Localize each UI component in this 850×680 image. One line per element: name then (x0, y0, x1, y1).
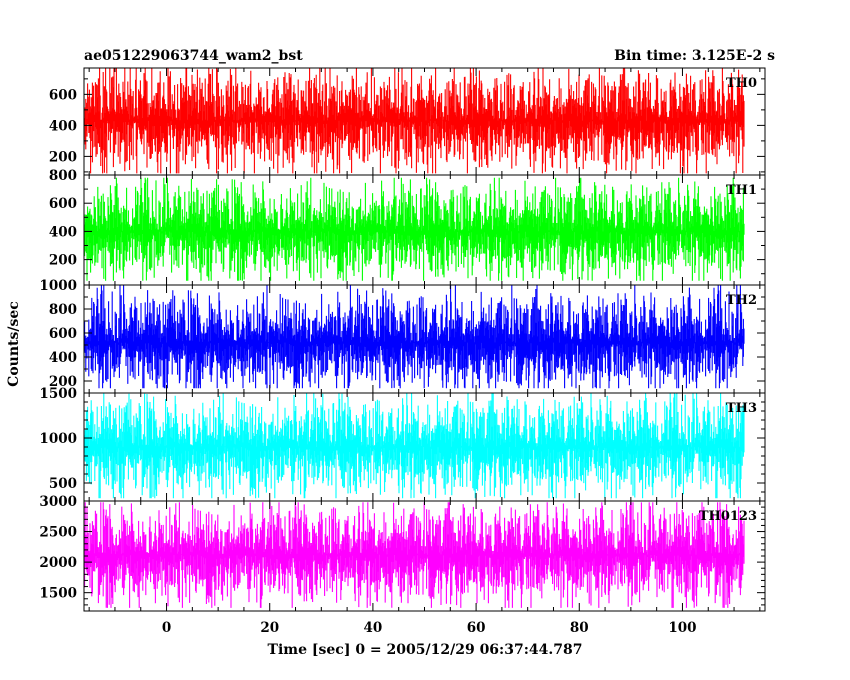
y-tick-label: 3000 (39, 494, 77, 510)
series-th2-line (84, 285, 745, 389)
y-tick-label: 1500 (39, 586, 77, 602)
y-axis-label: Counts/sec (6, 301, 22, 387)
x-tick-label: 0 (162, 620, 171, 636)
y-tick-label: 800 (49, 302, 77, 318)
y-tick-label: 400 (49, 350, 77, 366)
series-label-th0: TH0 (726, 76, 757, 91)
y-tick-label: 1000 (39, 431, 77, 447)
panel-th0: 200 400 600 TH0 (49, 67, 766, 176)
y-tick-label: 400 (49, 224, 77, 240)
y-tick-label: 200 (49, 253, 77, 269)
y-tick-label: 400 (49, 118, 77, 134)
panel-th3: 500 1000 1500 TH3 (39, 386, 766, 502)
y-tick-label: 200 (49, 374, 77, 390)
series-th1-line (84, 177, 745, 281)
x-axis-label: Time [sec] 0 = 2005/12/29 06:37:44.787 (268, 642, 583, 658)
y-tick-label: 600 (49, 196, 77, 212)
y-tick-label: 1000 (39, 278, 77, 294)
y-tick-label: 200 (49, 149, 77, 165)
series-th0-line (84, 68, 745, 174)
y-tick-label: 2000 (39, 555, 77, 571)
panel-th1: 200 400 600 800 TH1 (49, 168, 766, 286)
series-th3-line (84, 393, 745, 499)
series-label-th3: TH3 (726, 401, 757, 416)
series-th0123-line (84, 502, 745, 608)
x-tick-label: 20 (260, 620, 279, 636)
series-label-th1: TH1 (726, 183, 757, 198)
series-label-th0123: TH0123 (699, 509, 757, 524)
x-axis: 0 20 40 60 80 100 (162, 620, 697, 636)
y-tick-label: 2500 (39, 525, 77, 541)
x-tick-label: 40 (364, 620, 383, 636)
y-tick-label: 600 (49, 87, 77, 103)
y-tick-label: 600 (49, 326, 77, 342)
x-tick-label: 80 (570, 620, 589, 636)
series-label-th2: TH2 (726, 293, 757, 308)
panel-th2: 200 400 600 800 1000 TH2 (39, 278, 766, 394)
panels: 200 400 600 TH0 200 400 600 800 TH1 200 400 600 800 1… (39, 67, 766, 612)
panel-th0123: 1500 2000 2500 3000 TH0123 (39, 494, 766, 612)
y-tick-label: 500 (49, 476, 77, 492)
y-tick-label: 1500 (39, 386, 77, 402)
chart-subtitle: Bin time: 3.125E-2 s (614, 48, 775, 64)
y-tick-label: 800 (49, 168, 77, 184)
chart-title: ae051229063744_wam2_bst (84, 48, 303, 64)
x-tick-label: 60 (467, 620, 486, 636)
x-tick-label: 100 (668, 620, 696, 636)
